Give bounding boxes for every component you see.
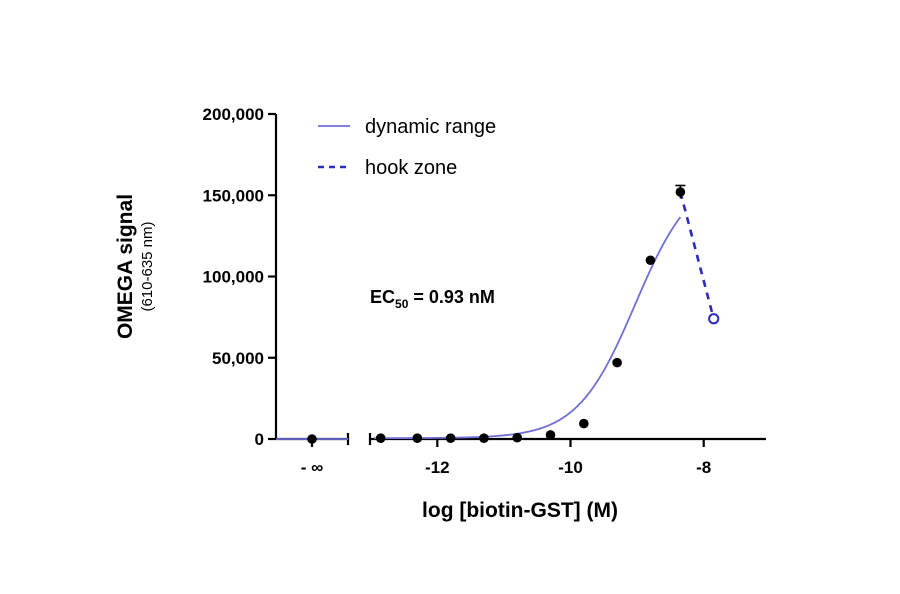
legend-label-hook-zone: hook zone	[365, 157, 457, 179]
y-ticks: 0 50,000 100,000 150,000 200,000	[203, 105, 276, 449]
x-tick-label: -12	[425, 458, 450, 477]
ec50-annotation: EC50 = 0.93 nM	[370, 287, 495, 311]
data-point	[375, 433, 386, 443]
data-point-zero	[307, 434, 317, 444]
data-points	[307, 184, 720, 444]
data-point	[445, 433, 456, 443]
x-tick-label-neg-infinity: - ∞	[301, 458, 324, 477]
y-tick-label: 200,000	[203, 105, 264, 124]
legend: dynamic range hook zone	[318, 116, 496, 179]
data-point	[645, 255, 656, 266]
y-tick-label: 50,000	[212, 349, 264, 368]
axes	[274, 114, 766, 445]
y-tick-label: 100,000	[203, 268, 264, 287]
x-ticks: - ∞ -12 -10 -8	[301, 439, 711, 477]
legend-label-dynamic-range: dynamic range	[365, 116, 496, 138]
data-point	[675, 187, 686, 197]
x-tick-label: -8	[696, 458, 711, 477]
ec50-subscript: 50	[395, 297, 409, 311]
y-axis-label: OMEGA signal	[114, 194, 137, 339]
data-point	[579, 418, 589, 429]
data-point	[545, 430, 556, 440]
x-axis-label: log [biotin-GST] (M)	[422, 499, 618, 522]
y-axis-sublabel: (610-635 nm)	[139, 221, 156, 311]
data-point	[612, 357, 622, 368]
data-point	[412, 433, 423, 443]
ec50-value: = 0.93 nM	[408, 287, 495, 307]
hook-zone-line	[679, 191, 715, 320]
y-tick-label: 150,000	[203, 186, 264, 205]
curves	[276, 191, 715, 440]
ec50-prefix: EC	[370, 287, 395, 307]
hook-zone-open-point	[708, 313, 720, 325]
data-point	[479, 433, 489, 443]
y-tick-label: 0	[255, 430, 264, 449]
data-point	[512, 432, 523, 443]
x-tick-label: -10	[558, 458, 583, 477]
dynamic-range-curve	[374, 216, 682, 440]
